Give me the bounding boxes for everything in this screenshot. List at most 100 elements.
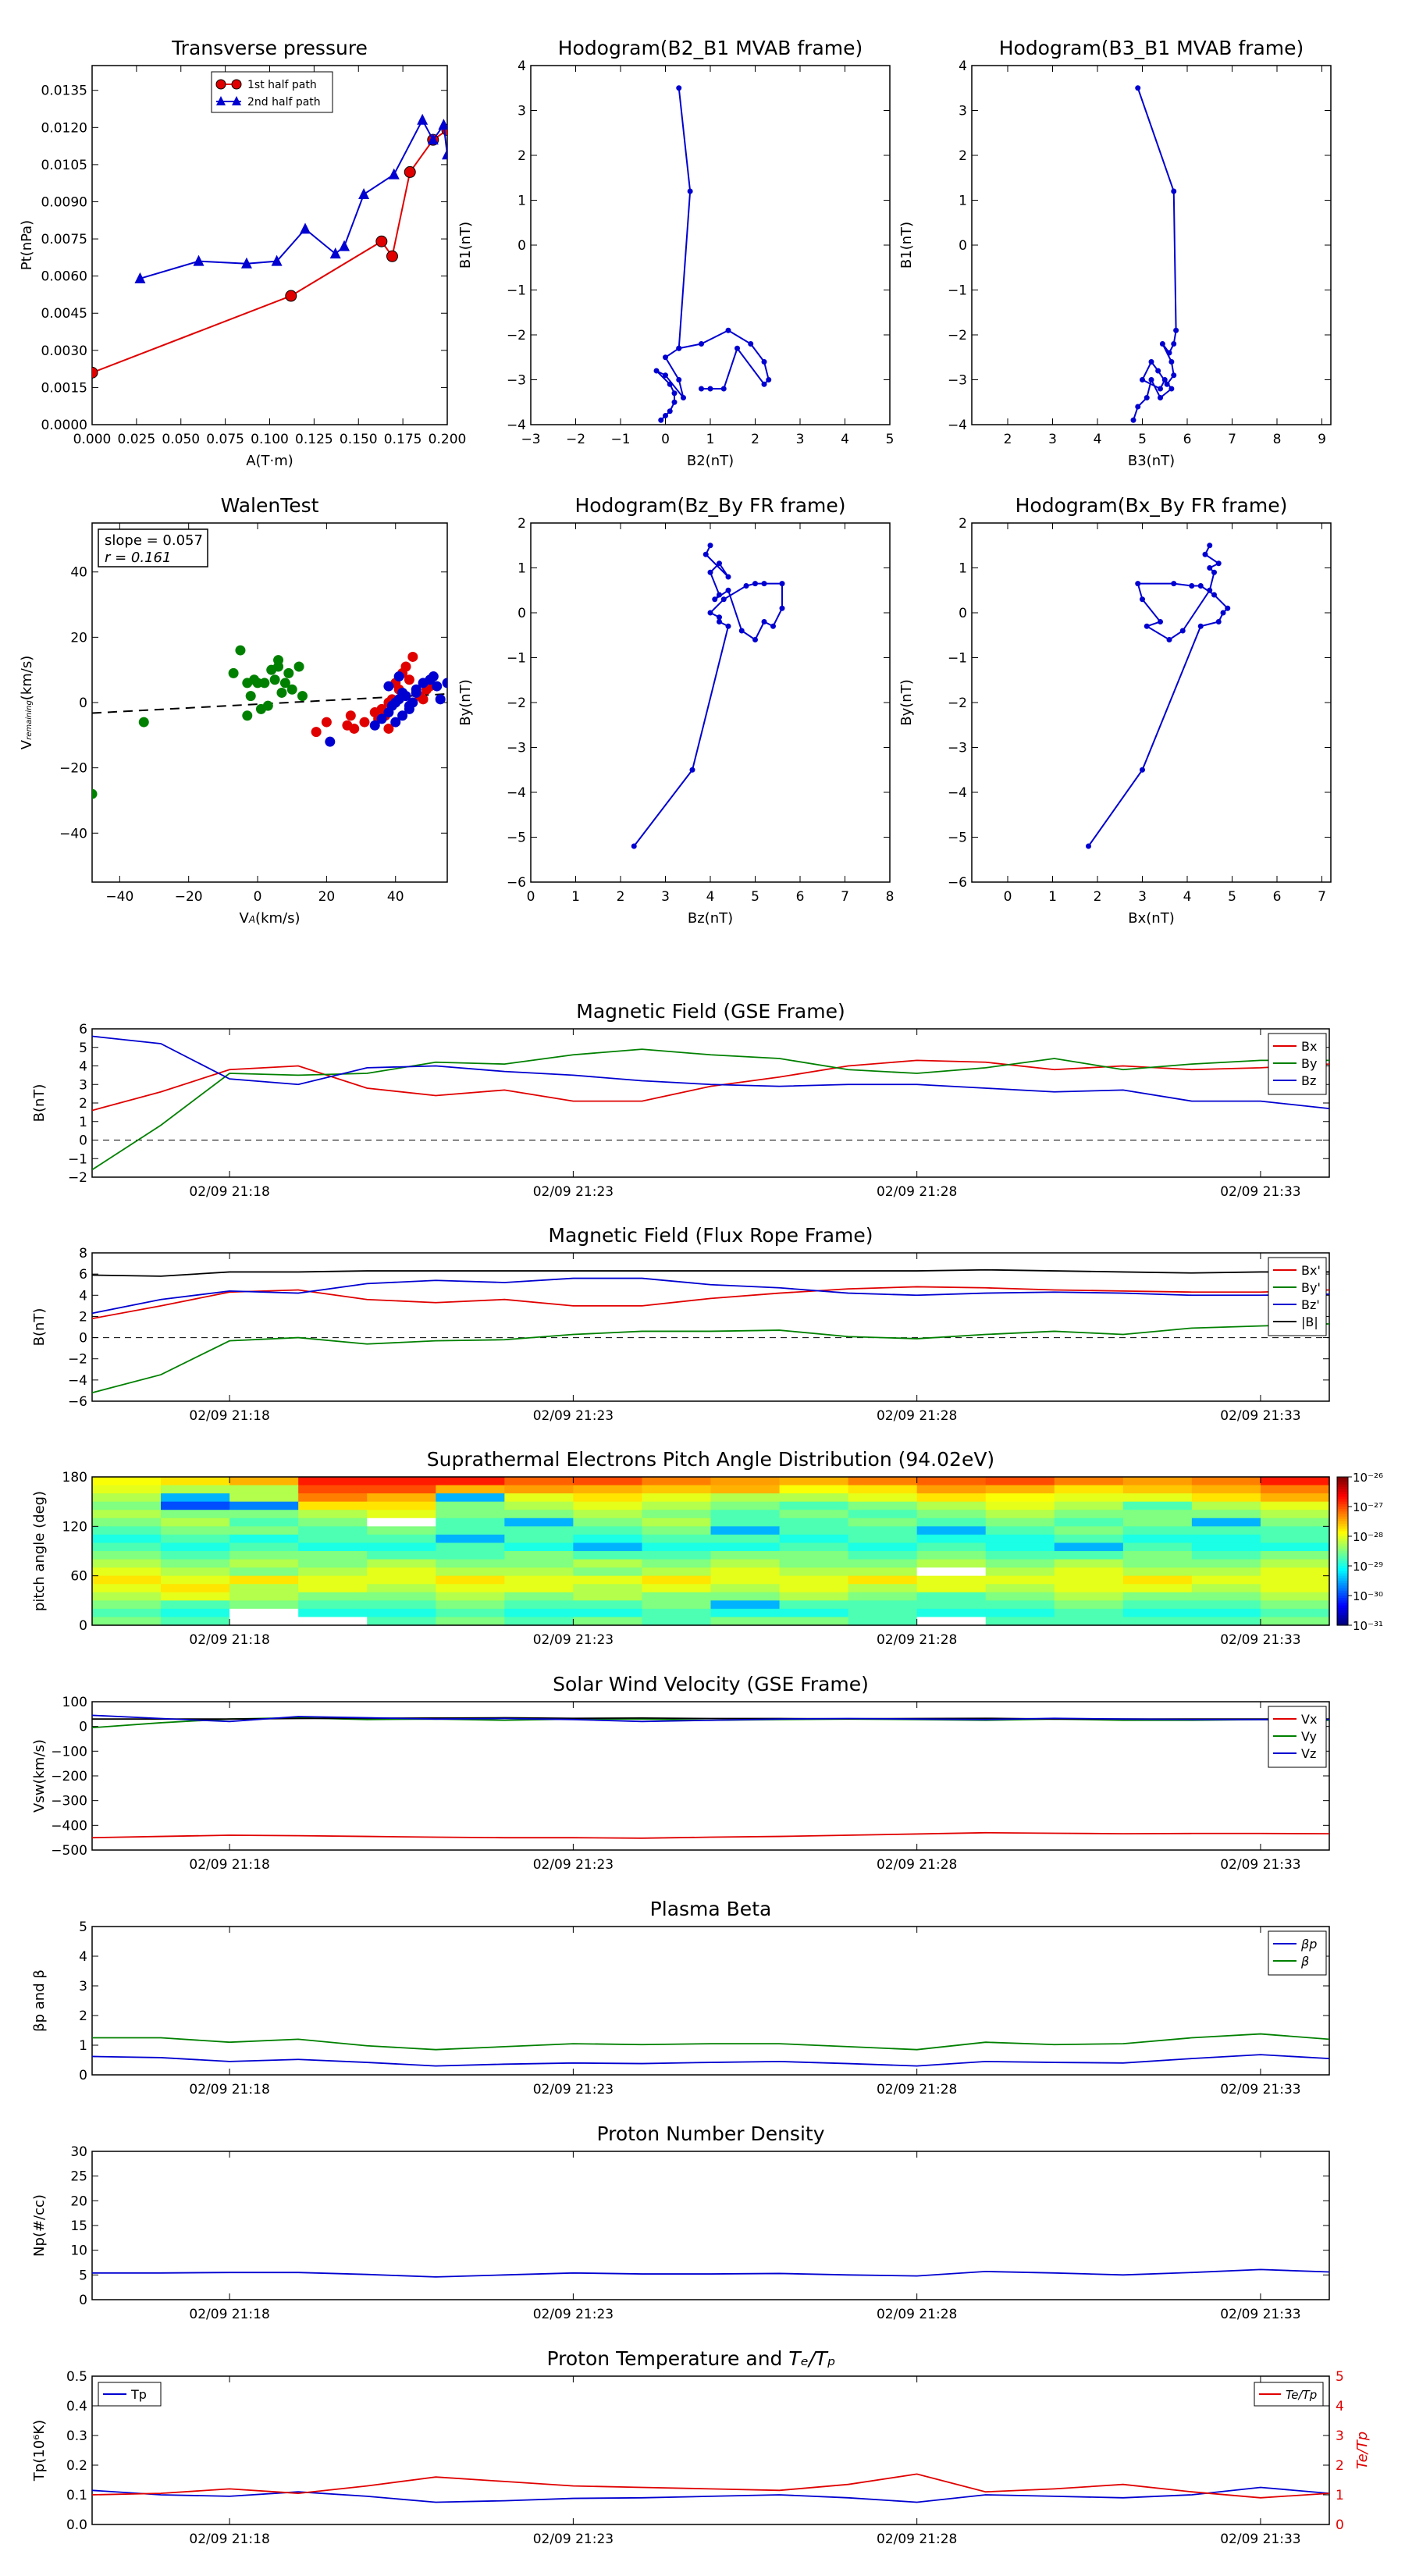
heatmap-cell [436,1600,505,1610]
legend-label: By [1301,1056,1317,1071]
data-point [735,345,740,351]
data-point [1207,565,1213,571]
heatmap-cell [710,1584,781,1593]
scatter-point [407,651,418,662]
heatmap-cell [298,1477,368,1486]
data-point [1166,350,1172,356]
heatmap-cell [916,1592,987,1601]
heatmap-cell [229,1584,299,1593]
data-layer [92,1714,1329,1839]
heatmap-cell [367,1575,436,1585]
data-point [1171,341,1177,347]
colorbar-segment [1337,1548,1348,1552]
colorbar-segment [1337,1553,1348,1557]
scatter-point [321,717,332,728]
colorbar-segment [1337,1541,1348,1545]
x-tick-label: 3 [661,889,670,905]
heatmap-cell [436,1592,505,1601]
heatmap-cell [504,1534,574,1544]
data-point [667,408,673,415]
scatter-point [245,691,256,702]
y-tick-label: −3 [948,741,967,756]
heatmap-cell [573,1559,643,1568]
colorbar-segment [1337,1543,1348,1547]
data-point [1197,623,1204,629]
scatter-point [235,645,246,656]
colorbar-segment [1337,1575,1348,1579]
heatmap-cell [1191,1559,1261,1568]
legend-box [1268,1257,1327,1336]
heatmap-cell [1122,1617,1193,1626]
scatter-point [242,710,253,721]
x-axis-label-part: V [240,910,250,927]
heatmap-cell [161,1485,230,1494]
data-layer [92,2473,1329,2503]
data-point [707,543,713,549]
heatmap-cell [1191,1517,1261,1527]
y-tick-label: 40 [70,565,87,581]
data-point [1158,386,1163,392]
series-line-3 [92,1268,1329,1277]
heatmap-cell [1260,1617,1330,1626]
x-tick-label: 02/09 21:28 [877,2307,957,2322]
scatter-point [283,667,294,678]
data-point [712,596,718,603]
data-point [193,254,205,266]
data-layer [92,2268,1329,2278]
x-tick-label: 40 [387,889,404,905]
heatmap-cell [298,1526,368,1535]
data-layer [1086,543,1231,849]
colorbar-label: 10⁻³¹ [1353,1619,1383,1633]
heatmap-cell [436,1517,505,1527]
y-tick-label: 1 [959,561,967,577]
axes-frame [91,1926,1330,2076]
heatmap-cell [1260,1510,1330,1519]
y-tick-label: −1 [507,651,526,667]
colorbar-segment [1337,1484,1348,1488]
data-point [761,619,767,624]
heatmap-cell [367,1517,436,1527]
data-point [671,399,678,405]
heatmap-cell [573,1567,643,1577]
y-tick-label: 0 [79,1618,87,1634]
axes-frame [530,522,891,883]
heatmap-cell [229,1477,299,1486]
colorbar-segment [1337,1610,1348,1614]
y-tick-label: −3 [507,373,526,389]
data-point [1225,605,1231,611]
data-point [1215,619,1222,624]
x-tick-label: 3 [796,432,805,447]
y-tick-label: 1 [79,1115,87,1130]
scatter-point [349,723,360,734]
legend-box [1268,1930,1327,1976]
heatmap-cell [1260,1534,1330,1544]
data-layer [1130,85,1179,423]
colorbar-label: 10⁻³⁰ [1353,1589,1383,1603]
y-axis-label: Pt(nPa) [19,220,35,270]
x-tick-label: 02/09 21:18 [189,2082,269,2097]
data-point [1130,417,1136,423]
data-point [720,386,727,392]
x-tick-label: 02/09 21:33 [1220,2307,1300,2322]
heatmap-cell [710,1608,781,1618]
heatmap-cell [985,1501,1055,1510]
chart-12: Proton Temperature and Tₑ/Tₚ 0.0 0.1 0.2 0.3… [31,2347,1371,2547]
annotation-box [98,528,208,568]
colorbar-segment [1337,1558,1348,1562]
axes-frame [971,522,1332,883]
heatmap-cell [573,1501,643,1510]
heatmap-cell [573,1617,643,1626]
data-point [752,637,758,642]
data-point [699,341,704,347]
y-axis-label: By(nT) [898,679,915,725]
heatmap-cell [504,1542,574,1552]
x-tick-label: 4 [841,432,849,447]
axes-frame [530,65,891,425]
y-tick-label: 0.0135 [41,84,87,99]
data-point [653,368,660,374]
heatmap-cell [985,1600,1055,1610]
data-point [717,619,722,624]
heatmap-cell [1122,1493,1193,1503]
heatmap-cell [985,1534,1055,1544]
colorbar-segment [1337,1600,1348,1604]
